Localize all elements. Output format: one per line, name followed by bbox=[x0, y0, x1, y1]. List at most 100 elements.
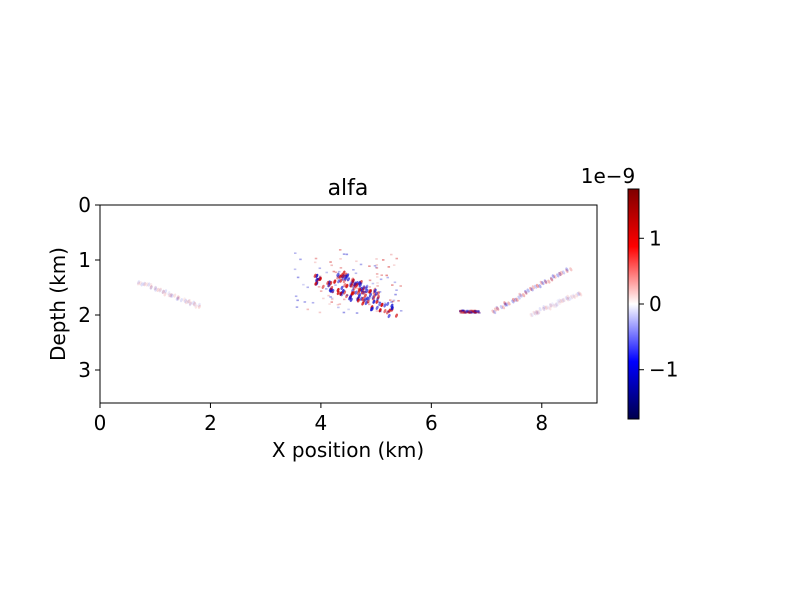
wavefield-ripple bbox=[544, 305, 548, 310]
wavefield-ripple bbox=[364, 286, 368, 291]
wavefield-ripple bbox=[529, 313, 533, 318]
wavefield-speckle bbox=[397, 299, 400, 302]
wavefield-ripple bbox=[167, 293, 171, 298]
wavefield-ripple bbox=[143, 282, 147, 287]
wavefield-speckle bbox=[467, 310, 471, 312]
wavefield-ripple bbox=[537, 309, 541, 314]
wavefield-speckle bbox=[318, 267, 322, 270]
wavefield-ripple bbox=[522, 293, 526, 298]
wavefield-ripple bbox=[532, 310, 536, 315]
wavefield-speckle bbox=[363, 291, 367, 293]
wavefield-ripple bbox=[177, 296, 181, 301]
wavefield-ripple bbox=[186, 299, 190, 304]
wavefield-ripple bbox=[137, 280, 141, 285]
wavefield-ripple bbox=[140, 282, 144, 287]
wavefield-speckle bbox=[375, 267, 379, 269]
wavefield-speckle bbox=[458, 309, 462, 312]
wavefield-speckle bbox=[331, 291, 335, 294]
wavefield-speckle bbox=[327, 284, 331, 287]
wavefield-ripple bbox=[548, 306, 552, 311]
wavefield-speckle bbox=[461, 312, 465, 314]
wavefield-speckle bbox=[381, 259, 385, 261]
x-tick-label: 2 bbox=[204, 411, 217, 435]
wavefield-speckle bbox=[339, 258, 342, 260]
wavefield-speckle bbox=[302, 283, 305, 286]
wavefield-speckle bbox=[464, 310, 467, 312]
wavefield-speckle bbox=[462, 309, 465, 312]
wavefield-ripple bbox=[562, 297, 566, 302]
wavefield-ripple bbox=[362, 286, 366, 291]
wavefield-speckle bbox=[332, 270, 336, 273]
wavefield-speckle bbox=[462, 310, 465, 313]
wavefield-ripple bbox=[175, 296, 179, 301]
wavefield-speckle bbox=[464, 311, 467, 314]
wavefield-speckle bbox=[477, 311, 481, 314]
wavefield-speckle bbox=[368, 279, 372, 282]
wavefield-ripple bbox=[170, 293, 174, 298]
wavefield-ripple bbox=[136, 281, 140, 286]
wavefield-ripple bbox=[370, 306, 374, 311]
wavefield-ripple bbox=[188, 301, 192, 306]
wavefield-speckle bbox=[372, 298, 375, 300]
wavefield-ripple bbox=[179, 298, 183, 303]
wavefield-ripple bbox=[566, 294, 570, 299]
wavefield-speckle bbox=[473, 309, 477, 312]
wavefield-ripple bbox=[197, 304, 201, 309]
wavefield-speckle bbox=[378, 291, 382, 293]
plot-background bbox=[100, 205, 597, 403]
wavefield-ripple bbox=[536, 310, 540, 315]
wavefield-speckle bbox=[395, 257, 399, 260]
chart-title: alfa bbox=[328, 176, 369, 201]
wavefield-ripple bbox=[173, 293, 177, 298]
wavefield-ripple bbox=[341, 289, 345, 294]
wavefield-speckle bbox=[470, 311, 473, 313]
wavefield-speckle bbox=[465, 311, 469, 313]
wavefield-ripple bbox=[547, 279, 551, 284]
wavefield-speckle bbox=[306, 308, 310, 311]
wavefield-ripple bbox=[351, 278, 355, 283]
wavefield-speckle bbox=[459, 311, 462, 314]
wavefield-ripple bbox=[356, 290, 360, 295]
wavefield-speckle bbox=[477, 310, 480, 312]
wavefield-speckle bbox=[347, 308, 350, 311]
wavefield-ripple bbox=[562, 270, 566, 275]
wavefield-ripple bbox=[318, 276, 322, 282]
wavefield-ripple bbox=[577, 291, 581, 297]
wavefield-ripple bbox=[535, 309, 539, 314]
wavefield-ripple bbox=[383, 303, 387, 308]
wavefield-speckle bbox=[392, 299, 396, 302]
y-tick-label: 3 bbox=[78, 358, 91, 382]
wavefield-speckle bbox=[337, 270, 341, 273]
wavefield-ripple bbox=[530, 312, 534, 317]
wavefield-ripple bbox=[514, 297, 518, 302]
wavefield-ripple bbox=[362, 290, 366, 295]
wavefield-speckle bbox=[459, 310, 462, 312]
wavefield-speckle bbox=[467, 312, 471, 314]
wavefield-speckle bbox=[359, 282, 363, 285]
wavefield-speckle bbox=[375, 258, 378, 260]
wavefield-ripple bbox=[569, 295, 573, 300]
wavefield-ripple bbox=[383, 308, 387, 314]
wavefield-speckle bbox=[473, 312, 477, 314]
wavefield-ripple bbox=[535, 311, 539, 316]
wavefield-ripple bbox=[564, 296, 568, 301]
wavefield-speckle bbox=[463, 311, 467, 314]
wavefield-ripple bbox=[554, 302, 558, 307]
wavefield-speckle bbox=[316, 278, 319, 281]
wavefield-ripple bbox=[552, 303, 556, 309]
wavefield-speckle bbox=[296, 276, 300, 279]
wavefield-speckle bbox=[476, 311, 480, 313]
x-tick-label: 4 bbox=[315, 411, 328, 435]
wavefield-ripple bbox=[544, 280, 548, 285]
wavefield-speckle bbox=[463, 311, 466, 314]
wavefield-ripple bbox=[169, 293, 173, 298]
wavefield-speckle bbox=[342, 311, 346, 314]
wavefield-ripple bbox=[191, 300, 195, 305]
wavefield-ripple bbox=[340, 273, 344, 278]
wavefield-speckle bbox=[473, 311, 476, 313]
wavefield-speckle bbox=[461, 309, 465, 312]
wavefield-speckle bbox=[472, 311, 475, 313]
wavefield-speckle bbox=[379, 278, 383, 281]
wavefield-ripple bbox=[342, 270, 346, 275]
wavefield-ripple bbox=[375, 299, 379, 304]
